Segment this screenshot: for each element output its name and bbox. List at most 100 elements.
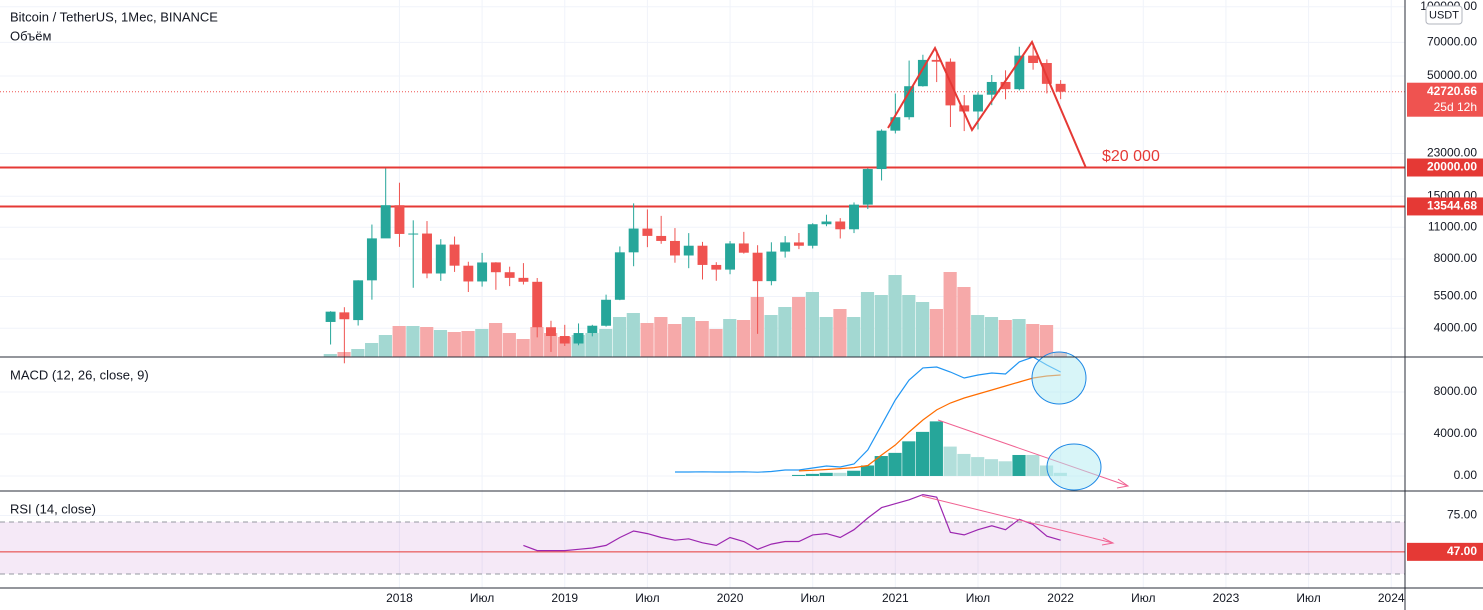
candle-body bbox=[394, 205, 405, 234]
candle-body bbox=[490, 262, 501, 273]
candle-body bbox=[325, 311, 336, 322]
volume-bar bbox=[764, 315, 778, 357]
candle-body bbox=[642, 228, 653, 236]
histogram-bar bbox=[792, 474, 806, 476]
x-tick-label: 2021 bbox=[882, 591, 909, 605]
candle-body bbox=[917, 59, 928, 87]
y-tick-label: 8000.00 bbox=[1434, 384, 1478, 398]
histogram-bar bbox=[1012, 454, 1026, 476]
candle-body bbox=[973, 94, 983, 112]
macd-title: MACD (12, 26, close, 9) bbox=[10, 367, 149, 382]
histogram-bar bbox=[998, 461, 1012, 476]
volume-bar bbox=[998, 320, 1012, 357]
candle-body bbox=[587, 325, 598, 333]
candle-body bbox=[849, 204, 859, 230]
candle-body bbox=[807, 224, 818, 246]
currency-badge[interactable] bbox=[1425, 5, 1463, 25]
rsi-title: RSI (14, close) bbox=[10, 501, 96, 516]
candle-body bbox=[697, 245, 708, 265]
candle-body bbox=[422, 233, 432, 274]
volume-bar bbox=[833, 309, 847, 357]
histogram-bar bbox=[819, 472, 833, 476]
volume-bar bbox=[916, 302, 930, 357]
candle-body bbox=[380, 205, 391, 239]
currency-label[interactable]: USDT bbox=[1429, 9, 1459, 21]
x-tick-label: Июл bbox=[801, 591, 825, 605]
annotation: $20 000 bbox=[1102, 148, 1160, 165]
volume-bar bbox=[805, 292, 819, 357]
candle-body bbox=[504, 272, 515, 278]
histogram-bar bbox=[874, 456, 888, 476]
price-label: 13544.68 bbox=[1427, 199, 1477, 213]
candle-body bbox=[821, 221, 832, 225]
volume-bar bbox=[668, 324, 682, 357]
volume-bar bbox=[943, 272, 957, 357]
volume-bar bbox=[640, 323, 654, 357]
candle-body bbox=[1028, 55, 1039, 63]
volume-bar bbox=[585, 333, 599, 357]
y-tick-label: 0.00 bbox=[1454, 468, 1478, 482]
chart-title: Bitcoin / TetherUS, 1Мес, BINANCE bbox=[10, 9, 218, 24]
volume-bar bbox=[323, 354, 337, 357]
candle-body bbox=[408, 233, 419, 235]
candle-body bbox=[559, 336, 570, 344]
volume-bar bbox=[365, 343, 379, 357]
volume-bar bbox=[888, 275, 902, 357]
x-tick-label: Июл bbox=[470, 591, 494, 605]
candle-body bbox=[683, 245, 694, 256]
x-tick-label: 2019 bbox=[551, 591, 578, 605]
volume-bar bbox=[778, 307, 792, 357]
volume-bar bbox=[819, 317, 833, 357]
histogram-bar bbox=[860, 465, 875, 476]
histogram-bar bbox=[984, 459, 999, 476]
candle-body bbox=[449, 244, 460, 266]
volume-bar bbox=[971, 315, 985, 357]
x-tick-label: 2024 bbox=[1378, 591, 1405, 605]
price-label: 42720.66 bbox=[1427, 84, 1477, 98]
histogram-bar bbox=[888, 452, 902, 476]
volume-bar bbox=[378, 335, 392, 357]
histogram-bar bbox=[971, 457, 985, 476]
price-label-box bbox=[1407, 82, 1483, 117]
candle-body bbox=[766, 251, 777, 282]
histogram-bar bbox=[943, 446, 957, 476]
y-tick-label: 75.00 bbox=[1447, 508, 1477, 522]
arrow-head bbox=[1116, 478, 1130, 489]
volume-bar bbox=[447, 332, 461, 357]
candle-body bbox=[738, 243, 749, 253]
volume-bar bbox=[420, 327, 434, 357]
candle-body bbox=[890, 117, 901, 131]
candle-body bbox=[780, 242, 791, 252]
candle-body bbox=[353, 280, 364, 321]
candle-body bbox=[959, 105, 970, 112]
histogram-bar bbox=[916, 431, 930, 476]
candle-body bbox=[546, 327, 556, 336]
histogram-bar bbox=[1026, 454, 1040, 476]
volume-bar bbox=[516, 339, 530, 357]
histogram-bar bbox=[957, 453, 971, 476]
y-tick-label: 70000.00 bbox=[1427, 35, 1477, 49]
volume-bar bbox=[351, 349, 365, 357]
volume-bar bbox=[902, 295, 916, 357]
candle-body bbox=[1041, 62, 1052, 84]
volume-bar bbox=[1026, 324, 1040, 357]
volume-bar bbox=[723, 319, 737, 357]
highlight-circle bbox=[1046, 443, 1102, 491]
indicator-line bbox=[523, 493, 1061, 552]
x-tick-label: 2020 bbox=[717, 591, 744, 605]
candle-body bbox=[573, 333, 584, 344]
volume-bar bbox=[847, 317, 861, 357]
histogram-bar bbox=[847, 470, 861, 476]
candle-body bbox=[614, 252, 625, 300]
candle-body bbox=[518, 277, 529, 282]
y-tick-label: 4000.00 bbox=[1434, 320, 1478, 334]
candle-body bbox=[628, 228, 639, 253]
price-label-box bbox=[1407, 158, 1483, 177]
x-tick-label: Июл bbox=[635, 591, 659, 605]
x-tick-label: 2023 bbox=[1213, 591, 1240, 605]
grid bbox=[0, 0, 1405, 588]
candle-body bbox=[986, 81, 997, 95]
